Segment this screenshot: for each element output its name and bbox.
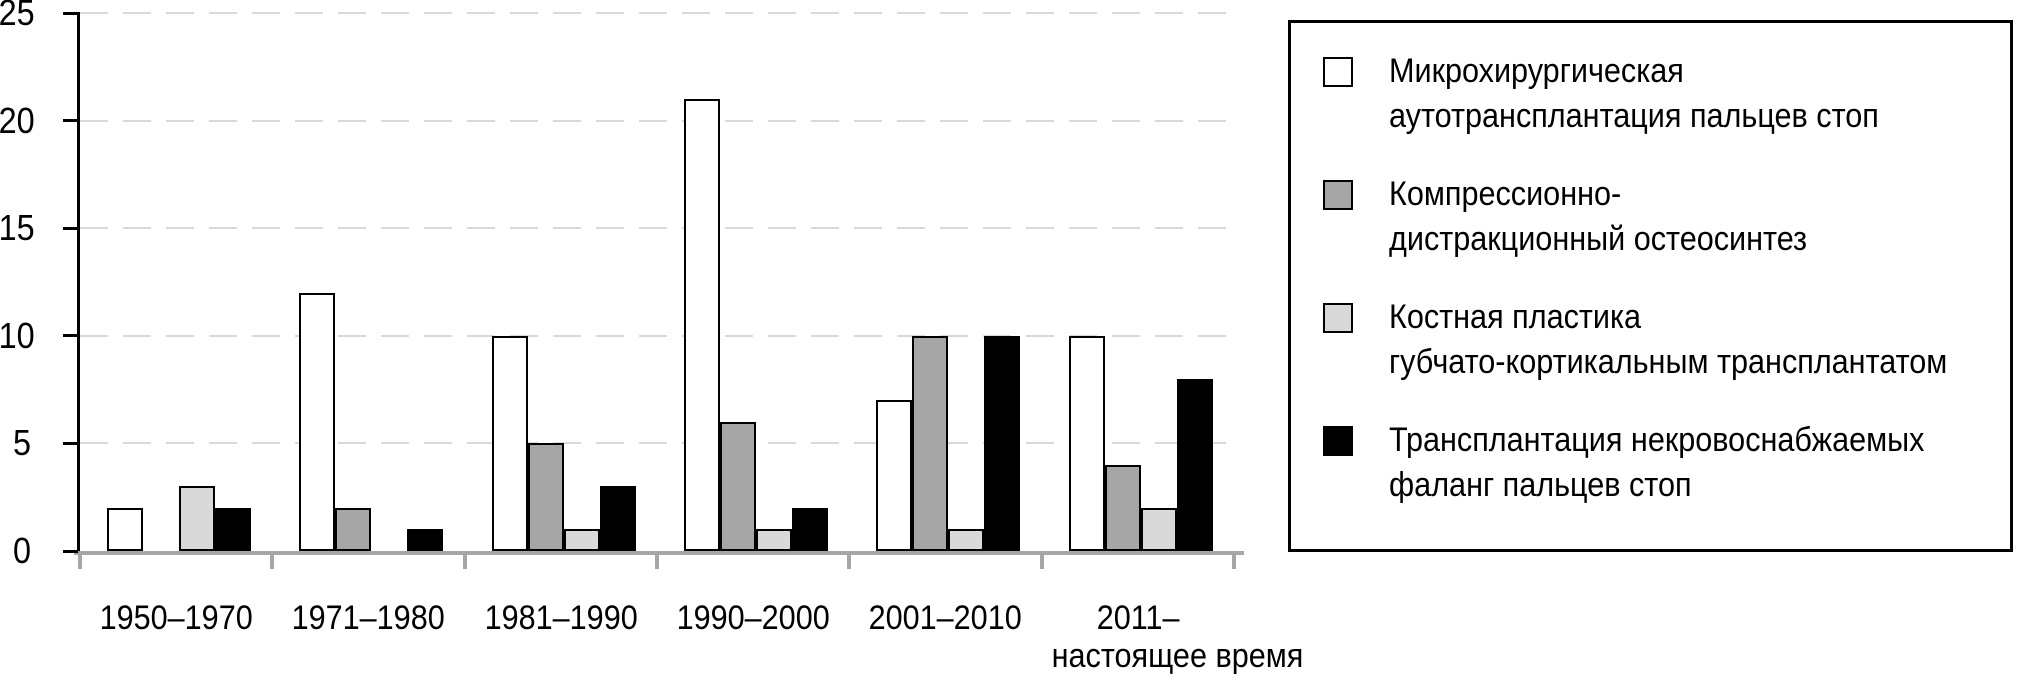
bar-microsurgical-autotransplantation-4 bbox=[876, 400, 913, 551]
bar-bone-grafting-cancellous-cortical-2 bbox=[563, 529, 600, 551]
y-axis-label-5: 5 bbox=[12, 422, 32, 464]
bar-compression-distraction-osteosynthesis-3 bbox=[720, 421, 756, 551]
y-axis-tick-15 bbox=[63, 226, 80, 230]
bar-microsurgical-autotransplantation-2 bbox=[491, 335, 528, 551]
legend-item-microsurgical-autotransplantation: Микрохирургическая аутотрансплантация па… bbox=[1323, 49, 1986, 139]
y-axis-label-15: 15 bbox=[0, 207, 35, 249]
x-axis-boundary-tick-5 bbox=[1039, 551, 1044, 569]
bar-microsurgical-autotransplantation-1 bbox=[299, 292, 336, 551]
y-axis-label-20: 20 bbox=[0, 99, 35, 141]
legend-item-bone-grafting-cancellous-cortical: Костная пластика губчато-кортикальным тр… bbox=[1323, 295, 1986, 385]
y-axis-label-0: 0 bbox=[12, 530, 32, 571]
bar-non-vascularized-phalanx-transplantation-2 bbox=[599, 486, 636, 551]
legend-label-line: Микрохирургическая bbox=[1389, 52, 1684, 90]
y-axis-tick-0 bbox=[63, 549, 80, 553]
bar-non-vascularized-phalanx-transplantation-5 bbox=[1176, 378, 1213, 551]
y-axis-line bbox=[77, 13, 80, 553]
legend-label-line: Костная пластика bbox=[1389, 298, 1642, 336]
x-axis-label-2: 1981–1990 bbox=[484, 599, 638, 637]
bar-bone-grafting-cancellous-cortical-4 bbox=[948, 529, 985, 551]
black-square-swatch bbox=[1323, 426, 1353, 456]
gridline-25 bbox=[80, 12, 1234, 14]
bar-microsurgical-autotransplantation-3 bbox=[684, 99, 720, 551]
bar-microsurgical-autotransplantation-0 bbox=[107, 507, 143, 551]
legend-label-line: Трансплантация некровоснабжаемых bbox=[1389, 421, 1925, 459]
bar-bone-grafting-cancellous-cortical-5 bbox=[1140, 507, 1177, 551]
bar-non-vascularized-phalanx-transplantation-1 bbox=[407, 529, 444, 551]
bar-compression-distraction-osteosynthesis-2 bbox=[527, 443, 564, 551]
white-square-swatch bbox=[1323, 57, 1353, 87]
legend-label-line: аутотрансплантация пальцев стоп bbox=[1389, 97, 1879, 135]
legend-item-compression-distraction-osteosynthesis: Компрессионно- дистракционный остеосинте… bbox=[1323, 172, 1986, 262]
bar-compression-distraction-osteosynthesis-1 bbox=[335, 507, 372, 551]
bar-bone-grafting-cancellous-cortical-0 bbox=[179, 486, 215, 551]
gridline-15 bbox=[80, 227, 1234, 230]
y-axis-label-25: 25 bbox=[0, 0, 35, 33]
bar-microsurgical-autotransplantation-5 bbox=[1068, 335, 1105, 551]
bar-compression-distraction-osteosynthesis-5 bbox=[1104, 464, 1141, 551]
x-axis-label-0: 1950–1970 bbox=[99, 599, 253, 637]
x-axis-boundary-tick-2 bbox=[462, 551, 467, 569]
x-axis-boundary-tick-3 bbox=[655, 551, 659, 569]
bar-bone-grafting-cancellous-cortical-3 bbox=[756, 529, 792, 551]
x-axis-boundary-tick-0 bbox=[78, 551, 82, 569]
gridline-10 bbox=[80, 334, 1234, 337]
y-axis-tick-10 bbox=[63, 334, 80, 338]
x-axis-label-3: 1990–2000 bbox=[676, 599, 830, 637]
bar-non-vascularized-phalanx-transplantation-4 bbox=[984, 335, 1021, 551]
x-axis-boundary-tick-6 bbox=[1232, 551, 1236, 569]
chart-plot-area: 25 20 15 10 5 0 1950–1970 1971–1980 1981–1990 199… bbox=[0, 0, 1303, 675]
legend-label-line: губчато-кортикальным трансплантатом bbox=[1389, 343, 1948, 381]
legend-label-line: дистракционный остеосинтез bbox=[1389, 220, 1808, 258]
legend-label-line: фаланг пальцев стоп bbox=[1389, 466, 1692, 504]
legend-label-line: Компрессионно- bbox=[1389, 175, 1622, 213]
x-axis-label-5: 2011– настоящее время bbox=[1051, 599, 1304, 675]
y-axis-label-10: 10 bbox=[0, 314, 35, 356]
x-axis-boundary-tick-1 bbox=[270, 551, 275, 569]
x-axis-boundary-tick-4 bbox=[847, 551, 852, 569]
gridline-20 bbox=[80, 119, 1234, 122]
x-axis-label-1: 1971–1980 bbox=[291, 599, 446, 637]
y-axis-tick-5 bbox=[63, 441, 80, 445]
bar-compression-distraction-osteosynthesis-4 bbox=[912, 335, 949, 551]
x-axis-line bbox=[74, 551, 1244, 555]
legend-item-non-vascularized-phalanx-transplantation: Трансплантация некровоснабжаемых фаланг … bbox=[1323, 418, 1986, 508]
gray-square-swatch bbox=[1323, 180, 1353, 210]
y-axis-tick-25 bbox=[63, 11, 80, 15]
gridline-5 bbox=[80, 442, 1234, 445]
legend: Микрохирургическая аутотрансплантация па… bbox=[1288, 20, 2013, 552]
bar-non-vascularized-phalanx-transplantation-0 bbox=[215, 507, 251, 551]
y-axis-tick-20 bbox=[63, 119, 80, 123]
light-gray-square-swatch bbox=[1323, 303, 1353, 333]
bar-non-vascularized-phalanx-transplantation-3 bbox=[792, 507, 828, 551]
x-axis-label-4: 2001–2010 bbox=[868, 599, 1023, 637]
